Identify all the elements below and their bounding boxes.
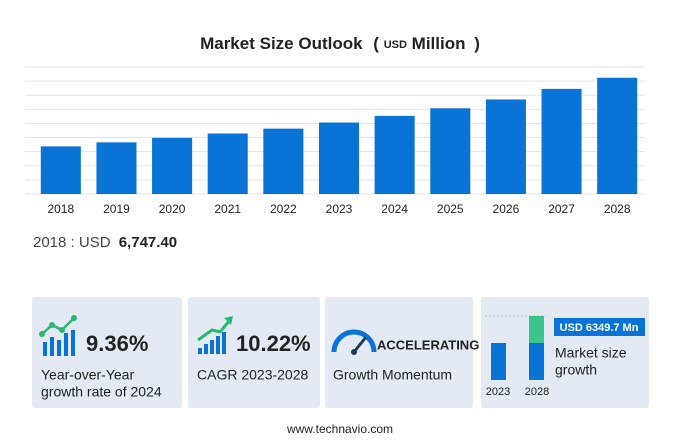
bar [152,137,193,194]
mini-bar [491,343,506,380]
card-text: growth [555,362,597,378]
bar [541,88,582,194]
x-tick-label: 2019 [103,202,130,216]
card [188,297,320,408]
card [325,297,473,408]
unit: Million [412,34,466,53]
mini-bar [529,343,544,380]
base-value: 6,747.40 [119,234,177,251]
x-tick-label: 2020 [159,202,186,216]
x-tick-label: 2028 [604,202,631,216]
x-tick-label: 2026 [493,202,520,216]
footer: www.technavio.com [286,422,393,436]
card-text: Market size [555,345,627,361]
value-badge [554,318,645,336]
bar [96,142,137,194]
bar [430,108,471,194]
card-text: Growth Momentum [333,367,452,383]
bar [374,115,415,194]
card-text: growth rate of 2024 [41,384,162,400]
card-value: 10.22% [236,331,311,356]
cagr-icon [197,316,233,354]
card [32,297,182,408]
bar [207,133,248,194]
x-tick-label: 2024 [381,202,408,216]
card-text: Year-over-Year [41,367,134,383]
mini-bar-increment [529,316,544,343]
unit: ( [373,34,379,53]
bar [597,77,638,194]
bar [485,99,526,194]
chart-title: Market Size Outlook [200,34,363,53]
x-tick-label: 2022 [270,202,297,216]
x-tick-label: 2023 [326,202,353,216]
x-tick-label: 2021 [214,202,241,216]
x-tick-label: 2025 [437,202,464,216]
bar [318,122,360,194]
bar [263,128,304,194]
unit: USD [384,39,407,51]
card-value: 9.36% [86,331,148,356]
x-tick-label: 2018 [47,202,74,216]
x-tick-label: 2027 [548,202,575,216]
plot: 2018 2019 2020 2021 2022 2023 2024 2025 2026 2027… [25,66,645,216]
base-info: 2018 : USD 6,747.40 [33,234,177,251]
mini-year: 2028 [525,386,549,398]
unit: ) [474,34,480,53]
growth-icon [39,315,77,356]
mini-year: 2023 [486,386,510,398]
base-label: 2018 : USD [33,234,111,251]
card-text: CAGR 2023-2028 [197,367,309,383]
bar [40,146,81,194]
card-value: ACCELERATING [377,337,479,352]
card-value: USD 6349.7 Mn [560,322,639,334]
chart-heading: Market Size Outlook ( USD Million ) [200,34,480,53]
gauge-icon [331,329,377,355]
